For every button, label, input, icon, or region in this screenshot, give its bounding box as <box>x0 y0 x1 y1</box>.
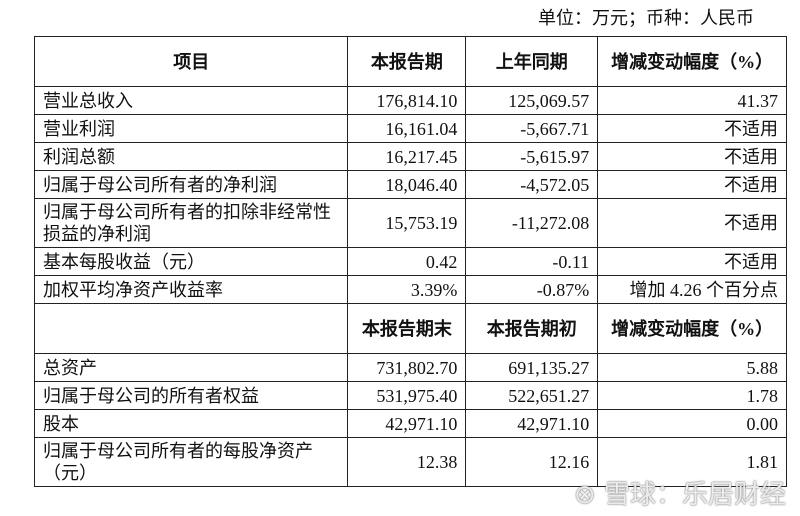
row-value: 0.42 <box>347 247 467 276</box>
row-value: 不适用 <box>597 170 787 199</box>
row-value: 不适用 <box>597 114 787 143</box>
header-cell: 项目 <box>33 36 349 87</box>
table-row: 加权平均净资产收益率 3.39% -0.87% 增加 4.26 个百分点 <box>33 275 787 304</box>
table-row: 归属于母公司所有者的净利润 18,046.40 -4,572.05 不适用 <box>33 170 787 199</box>
row-label: 归属于母公司所有者的净利润 <box>33 170 349 199</box>
table-row: 归属于母公司的所有者权益 531,975.40 522,651.27 1.78 <box>33 381 787 410</box>
header-row: 本报告期末 本报告期初 增减变动幅度（%） <box>33 303 787 354</box>
row-label: 股本 <box>33 409 349 438</box>
row-value: -0.11 <box>465 247 599 276</box>
row-value: 531,975.40 <box>347 381 467 410</box>
row-value: -4,572.05 <box>465 170 599 199</box>
row-value: 1.78 <box>597 381 787 410</box>
table-row: 归属于母公司所有者的扣除非经常性损益的净利润 15,753.19 -11,272.0… <box>33 198 787 248</box>
unit-note: 单位：万元；币种：人民币 <box>538 8 754 28</box>
header-row: 项目 本报告期 上年同期 增减变动幅度（%） <box>33 36 787 87</box>
row-value: 176,814.10 <box>347 86 467 115</box>
header-cell: 上年同期 <box>465 36 599 87</box>
header-cell <box>33 303 349 354</box>
row-value: 41.37 <box>597 86 787 115</box>
row-label: 归属于母公司所有者的扣除非经常性损益的净利润 <box>33 198 349 248</box>
row-value: -11,272.08 <box>465 198 599 248</box>
header-cell: 本报告期末 <box>347 303 467 354</box>
row-value: -5,615.97 <box>465 142 599 171</box>
row-value: 12.16 <box>465 437 599 487</box>
financial-table: 项目 本报告期 上年同期 增减变动幅度（%） 营业总收入 176,814.10 125,06… <box>33 36 787 487</box>
watermark-text: 雪球：乐居财经 <box>603 480 786 510</box>
row-value: 16,161.04 <box>347 114 467 143</box>
row-value: 3.39% <box>347 275 467 304</box>
table-row: 总资产 731,802.70 691,135.27 5.88 <box>33 353 787 382</box>
header-cell: 增减变动幅度（%） <box>597 303 787 354</box>
header-cell: 增减变动幅度（%） <box>597 36 787 87</box>
row-value: -0.87% <box>465 275 599 304</box>
row-value: 12.38 <box>347 437 467 487</box>
row-label: 总资产 <box>33 353 349 382</box>
row-label: 营业利润 <box>33 114 349 143</box>
row-value: 731,802.70 <box>347 353 467 382</box>
row-value: 15,753.19 <box>347 198 467 248</box>
row-value: 不适用 <box>597 198 787 248</box>
row-value: 42,971.10 <box>347 409 467 438</box>
row-value: 不适用 <box>597 247 787 276</box>
row-label: 营业总收入 <box>33 86 349 115</box>
row-label: 归属于母公司的所有者权益 <box>33 381 349 410</box>
row-value: 不适用 <box>597 142 787 171</box>
table-row: 营业总收入 176,814.10 125,069.57 41.37 <box>33 86 787 115</box>
row-value: 16,217.45 <box>347 142 467 171</box>
row-value: 18,046.40 <box>347 170 467 199</box>
header-cell: 本报告期 <box>347 36 467 87</box>
row-value: 1.81 <box>597 437 787 487</box>
row-value: -5,667.71 <box>465 114 599 143</box>
row-value: 42,971.10 <box>465 409 599 438</box>
table-row: 利润总额 16,217.45 -5,615.97 不适用 <box>33 142 787 171</box>
row-label: 利润总额 <box>33 142 349 171</box>
header-cell: 本报告期初 <box>465 303 599 354</box>
watermark: ⊗ 雪球：乐居财经 <box>573 480 786 510</box>
row-label: 归属于母公司所有者的每股净资产（元） <box>33 437 349 487</box>
row-label: 加权平均净资产收益率 <box>33 275 349 304</box>
table-row: 归属于母公司所有者的每股净资产（元） 12.38 12.16 1.81 <box>33 437 787 487</box>
row-value: 522,651.27 <box>465 381 599 410</box>
row-value: 125,069.57 <box>465 86 599 115</box>
row-value: 增加 4.26 个百分点 <box>597 275 787 304</box>
table-row: 基本每股收益（元） 0.42 -0.11 不适用 <box>33 247 787 276</box>
table-row: 股本 42,971.10 42,971.10 0.00 <box>33 409 787 438</box>
row-label: 基本每股收益（元） <box>33 247 349 276</box>
table-row: 营业利润 16,161.04 -5,667.71 不适用 <box>33 114 787 143</box>
row-value: 691,135.27 <box>465 353 599 382</box>
row-value: 5.88 <box>597 353 787 382</box>
row-value: 0.00 <box>597 409 787 438</box>
